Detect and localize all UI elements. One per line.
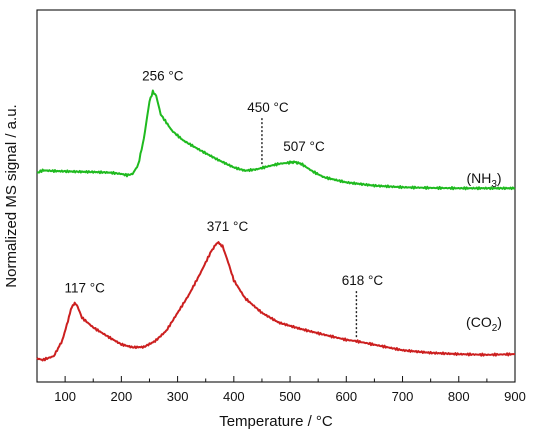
series-line-nh3: [36, 89, 516, 191]
peak-label: 507 °C: [283, 139, 325, 154]
x-axis-ticks: 100 200 300 400 500 600 700 800 900: [36, 376, 526, 404]
annotation-label: 450 °C: [247, 100, 289, 115]
series-label-nh3: (NH3): [466, 170, 501, 190]
series-label-co2: (CO2): [466, 314, 502, 334]
plot-frame: [36, 9, 516, 383]
x-tick-label: 300: [167, 389, 189, 404]
x-tick-label: 100: [54, 389, 76, 404]
annotation-label: 618 °C: [342, 273, 384, 288]
x-tick-label: 500: [279, 389, 301, 404]
y-axis-title: Normalized MS signal / a.u.: [3, 104, 20, 287]
annotation-layer: 256 °C 450 °C 507 °C 117 °C 371 °C 618 °C: [64, 69, 383, 338]
x-tick-label: 200: [111, 389, 133, 404]
series-layer: (NH3) (CO2): [36, 89, 516, 362]
x-axis-title: Temperature / °C: [219, 413, 333, 430]
peak-label: 256 °C: [142, 69, 184, 84]
x-tick-label: 600: [335, 389, 357, 404]
x-tick-label: 900: [504, 389, 526, 404]
peak-label: 117 °C: [64, 280, 105, 295]
peak-label: 371 °C: [207, 219, 249, 234]
x-tick-label: 800: [448, 389, 470, 404]
x-tick-label: 700: [392, 389, 414, 404]
x-tick-label: 400: [223, 389, 245, 404]
series-line-co2: [36, 241, 516, 362]
plot-border: [36, 9, 516, 383]
